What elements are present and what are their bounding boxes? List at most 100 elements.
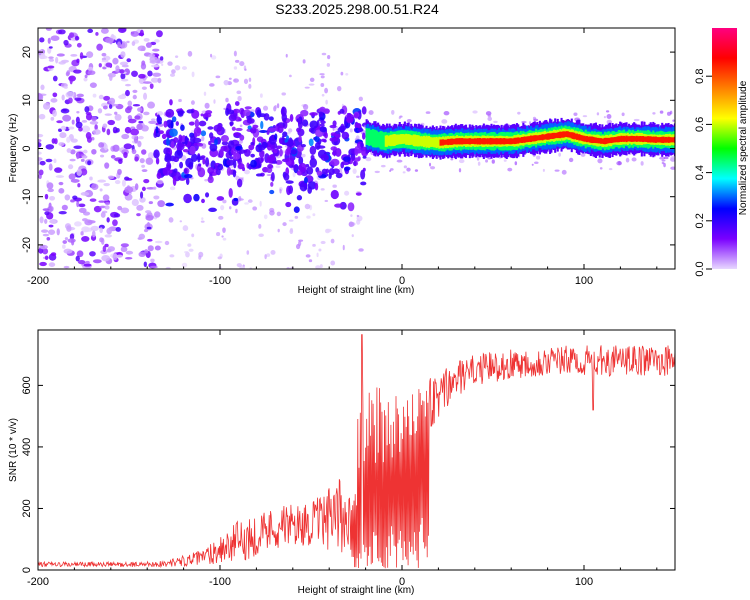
spectrogram-blob <box>106 227 112 235</box>
spectrogram-blob <box>329 137 339 142</box>
spectrogram-blob <box>209 132 214 139</box>
spectrogram-blob <box>203 91 207 96</box>
spectrogram-blob <box>44 193 49 200</box>
spectrogram-blob <box>194 118 200 129</box>
spectrogram-blob <box>573 112 578 116</box>
spectrogram-band-cell <box>480 138 483 144</box>
spectrogram-blob <box>183 193 192 204</box>
spectrogram-blob <box>233 66 238 70</box>
spectrogram-blob <box>38 169 44 176</box>
spectrogram-blob <box>324 199 329 203</box>
spectrogram-band-cell <box>436 138 440 148</box>
spectrogram-blob <box>239 134 245 141</box>
spectrogram-blob <box>319 123 325 127</box>
spectrogram-blob <box>147 152 154 159</box>
spectrogram-blob <box>98 63 102 68</box>
spectrogram-band-cell <box>399 134 403 145</box>
spectrogram-blob <box>218 215 224 220</box>
spectrogram-band-cell <box>579 134 582 141</box>
spectrogram-blob <box>54 138 58 145</box>
spectrogram-blob <box>91 183 99 190</box>
snr-xtick-label: -100 <box>209 576 231 588</box>
spectrogram-blob <box>102 194 110 202</box>
spectrogram-blob <box>201 198 205 204</box>
spectrogram-blob <box>121 179 126 187</box>
spectrogram-blob <box>213 99 216 104</box>
spectrogram-blob <box>672 119 675 122</box>
spectrogram-blob <box>296 127 302 133</box>
spectrogram-band-cell <box>537 135 540 141</box>
spectrogram-blob <box>127 100 133 107</box>
spectrogram-blob <box>238 198 244 201</box>
spectrogram-band-cell <box>532 135 535 142</box>
spectrogram-band-cell <box>394 134 398 146</box>
spectrogram-blob <box>141 164 146 168</box>
spectrogram-blob <box>79 52 84 60</box>
spectrogram-band-cell <box>536 135 539 141</box>
spectrogram-blob <box>314 182 319 191</box>
spectrogram-blob <box>152 48 160 52</box>
spectrogram-band-cell <box>643 136 646 142</box>
spectrogram-band-cell <box>476 138 479 145</box>
spectrogram-blob <box>302 59 306 64</box>
spectrogram-blob <box>173 156 180 163</box>
spectrogram-blob <box>330 158 340 167</box>
spectrogram-band-cell <box>650 136 654 143</box>
spectrogram-band-cell <box>630 135 633 142</box>
spectrogram-blob <box>670 166 675 170</box>
spectrogram-blob <box>165 266 171 269</box>
spectrogram-band-cell <box>535 135 538 141</box>
spectrogram-blob <box>109 74 113 81</box>
spectrogram-blob <box>73 69 82 74</box>
spectrogram-band-cell <box>509 138 512 145</box>
spectrogram-blob <box>48 224 54 228</box>
spectrogram-band-cell <box>468 138 471 145</box>
spectrogram-band-cell <box>580 135 584 141</box>
spectrogram-band-cell <box>384 135 387 147</box>
spectrogram-blob <box>155 126 159 134</box>
spectrogram-blob <box>100 28 109 34</box>
spectrogram-blob <box>514 161 518 166</box>
spectrogram-band-cell <box>389 134 392 147</box>
spectrogram-blob <box>89 176 93 181</box>
spectrogram-band-cell <box>368 128 371 146</box>
spectrogram-band-cell <box>589 136 592 143</box>
colorbar-tick-label: 0.4 <box>694 165 706 180</box>
spectrogram-xtick-label: -100 <box>209 275 231 287</box>
spectrogram-band-cell <box>552 132 555 139</box>
spectrogram-blob <box>356 175 360 178</box>
spectrogram-blob <box>123 143 133 150</box>
spectrogram-blob <box>226 159 235 166</box>
spectrogram-blob <box>661 159 666 162</box>
spectrogram-band-cell <box>505 138 508 145</box>
spectrogram-band-cell <box>617 136 620 143</box>
spectrogram-band-cell <box>414 134 417 147</box>
spectrogram-blob <box>134 156 139 162</box>
spectrogram-blob <box>341 131 350 140</box>
spectrogram-blob <box>259 93 263 98</box>
spectrogram-blob <box>270 181 274 187</box>
spectrogram-blob <box>204 102 210 109</box>
spectrogram-blob <box>263 113 270 121</box>
spectrogram-blob <box>103 95 111 101</box>
spectrogram-blob <box>172 176 177 186</box>
spectrogram-band-cell <box>662 136 665 144</box>
spectrogram-blob <box>99 227 103 234</box>
spectrogram-blob <box>275 159 283 165</box>
spectrogram-band-cell <box>484 138 487 145</box>
spectrogram-blob <box>399 115 403 118</box>
spectrogram-blob <box>112 253 118 261</box>
spectrogram-blob <box>248 83 252 89</box>
spectrogram-blob <box>150 258 155 263</box>
spectrogram-blob <box>235 145 243 151</box>
spectrogram-blob <box>320 82 325 87</box>
spectrogram-blob <box>154 245 161 251</box>
spectrogram-band-cell <box>550 133 553 139</box>
spectrogram-blob <box>138 233 146 240</box>
spectrogram-blob <box>170 140 175 149</box>
spectrogram-band-cell <box>625 135 628 143</box>
spectrogram-blob <box>259 200 262 207</box>
spectrogram-blob <box>169 254 175 258</box>
spectrogram-blob <box>169 73 176 77</box>
spectrogram-blob <box>44 255 49 260</box>
